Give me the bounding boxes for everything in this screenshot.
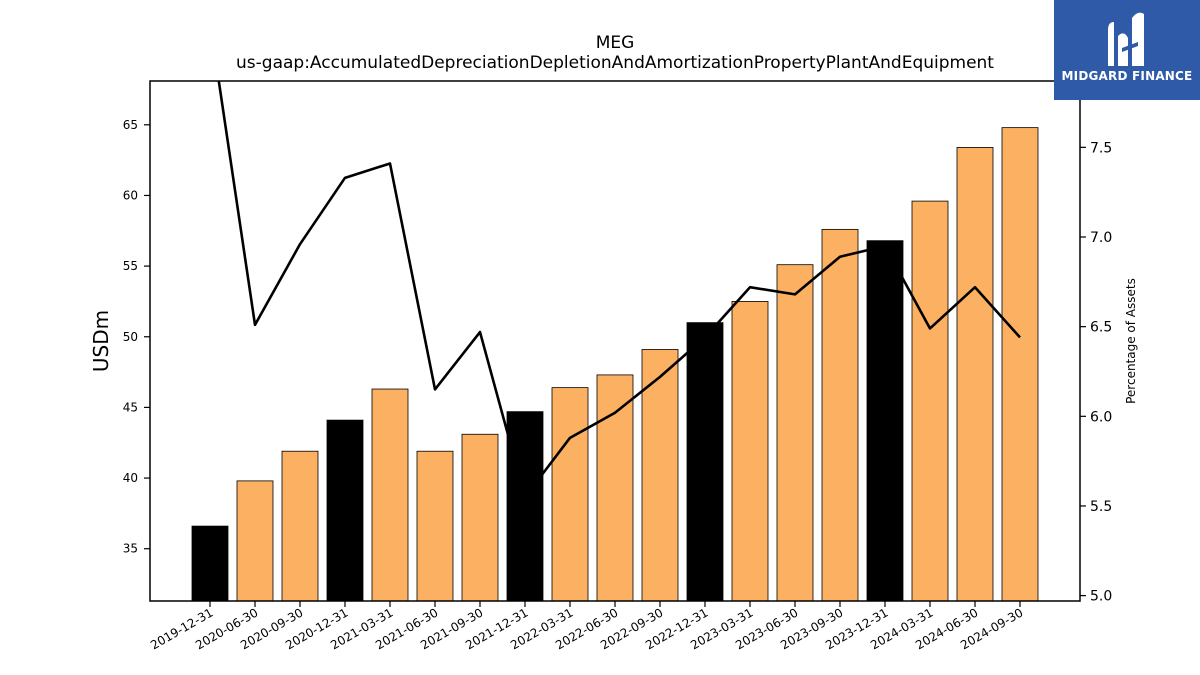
y-tick-label: 55 bbox=[123, 259, 138, 273]
y-tick-label: 40 bbox=[123, 471, 138, 485]
bar-2021-12-31 bbox=[506, 411, 544, 601]
y2-tick-label: 5.5 bbox=[1090, 499, 1112, 515]
bar-2023-06-30 bbox=[776, 264, 814, 601]
y-axis-label: USDm bbox=[89, 310, 113, 372]
bar-2021-09-30 bbox=[461, 433, 499, 601]
y2-tick-label: 7.0 bbox=[1090, 230, 1112, 246]
y2-axis-label: Percentage of Assets bbox=[1124, 278, 1138, 404]
line-group bbox=[217, 81, 1021, 499]
bar-2023-12-31 bbox=[866, 240, 904, 601]
bar-2022-06-30 bbox=[596, 374, 634, 601]
bar-2020-12-31 bbox=[326, 419, 364, 601]
y-tick-label: 65 bbox=[123, 118, 138, 132]
chart-title: MEG bbox=[596, 33, 635, 53]
bar-2020-09-30 bbox=[281, 450, 319, 601]
bar-2021-03-31 bbox=[371, 388, 409, 601]
y-tick-label: 35 bbox=[123, 542, 138, 556]
right-axis: 5.0 5.5 6.0 6.5 7.0 7.5 bbox=[1080, 140, 1112, 605]
y2-tick-label: 6.0 bbox=[1090, 409, 1112, 425]
bar-2023-09-30 bbox=[821, 228, 859, 601]
bar-2022-09-30 bbox=[641, 349, 679, 601]
midgard-logo-icon bbox=[1108, 12, 1144, 67]
bar-2020-06-30 bbox=[236, 480, 274, 601]
bar-2021-06-30 bbox=[416, 450, 454, 601]
bar-2022-12-31 bbox=[686, 322, 724, 601]
bar-2023-03-31 bbox=[731, 301, 769, 601]
chart-subtitle: us-gaap:AccumulatedDepreciationDepletion… bbox=[236, 53, 994, 73]
y-tick-label: 45 bbox=[123, 400, 138, 414]
y2-tick-label: 7.5 bbox=[1090, 140, 1112, 156]
midgard-finance-logo: MIDGARD FINANCE bbox=[1054, 0, 1200, 100]
y2-tick-label: 5.0 bbox=[1090, 589, 1112, 605]
y-tick-label: 60 bbox=[123, 188, 138, 202]
bar-2024-09-30 bbox=[1001, 127, 1039, 601]
y-tick-label: 50 bbox=[123, 330, 138, 344]
left-axis: 35 40 45 50 55 60 65 bbox=[123, 118, 150, 556]
bar-2022-03-31 bbox=[551, 387, 589, 601]
bar-2024-03-31 bbox=[911, 200, 949, 601]
bar-2024-06-30 bbox=[956, 147, 994, 601]
bar-2019-12-31 bbox=[191, 525, 229, 601]
bars-group bbox=[191, 127, 1039, 601]
percentage-line bbox=[217, 81, 1021, 499]
logo-text: MIDGARD FINANCE bbox=[1061, 69, 1193, 83]
x-axis: 2019-12-312020-06-302020-09-302020-12-31… bbox=[148, 601, 1026, 652]
y2-tick-label: 6.5 bbox=[1090, 320, 1112, 336]
